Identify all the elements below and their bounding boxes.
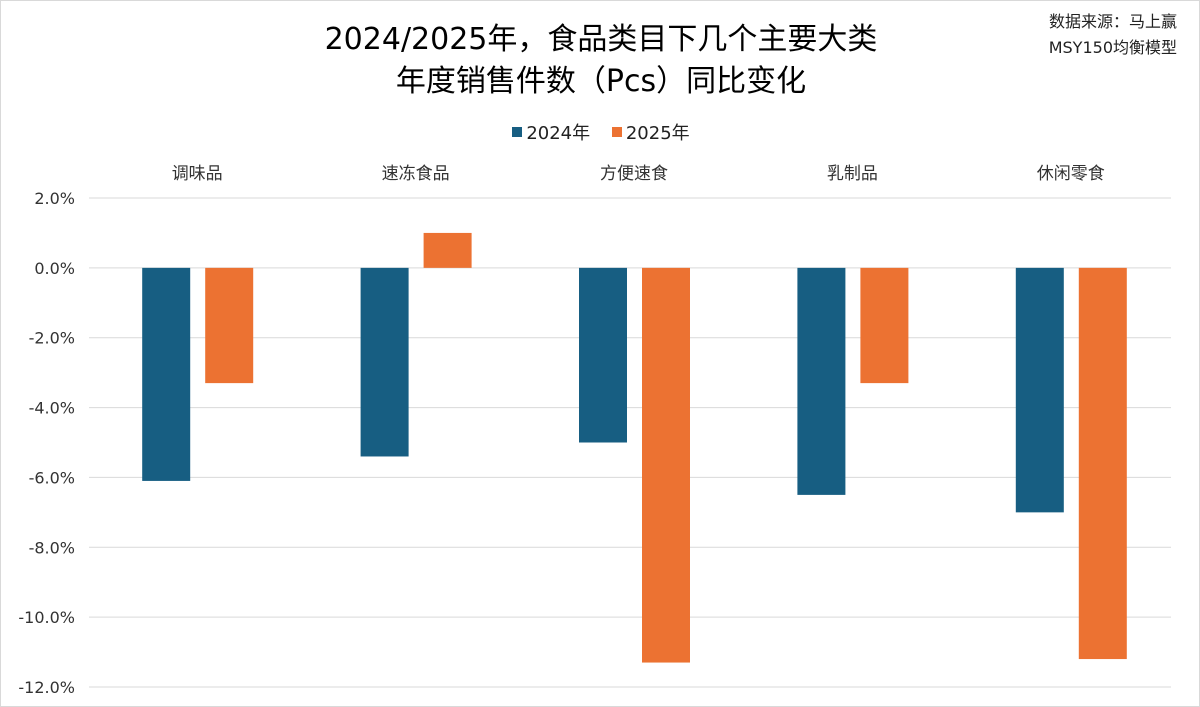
legend-item-2025: 2025年 <box>611 119 690 145</box>
y-tick-label: -8.0% <box>29 538 75 557</box>
category-label: 乳制品 <box>827 164 878 184</box>
y-tick-label: -12.0% <box>18 678 75 697</box>
title-line-2: 年度销售件数（Pcs）同比变化 <box>395 64 807 99</box>
category-label: 速冻食品 <box>382 164 450 184</box>
legend-item-2024: 2024年 <box>512 119 590 145</box>
bar-2025 <box>1078 267 1127 660</box>
y-tick-label: -10.0% <box>18 608 75 627</box>
bar-2024 <box>797 267 846 495</box>
source-note: 数据来源：马上赢 MSY150均衡模型 <box>1049 9 1177 61</box>
y-tick-label: -2.0% <box>29 329 75 348</box>
y-tick-label: -4.0% <box>29 399 75 418</box>
category-label: 休闲零食 <box>1037 164 1105 184</box>
source-line-2: MSY150均衡模型 <box>1048 38 1177 57</box>
legend-swatch-2024 <box>512 127 523 137</box>
bar-2024 <box>142 267 191 481</box>
bar-2025 <box>860 267 909 384</box>
bar-2025 <box>423 232 472 268</box>
bar-2025 <box>642 267 690 663</box>
y-tick-label: 2.0% <box>34 189 75 208</box>
y-tick-label: -6.0% <box>29 468 75 487</box>
bar-2024 <box>1015 267 1064 513</box>
legend-label-2025: 2025年 <box>625 123 690 144</box>
legend-swatch-2025 <box>611 127 622 137</box>
source-line-1: 数据来源：马上赢 <box>1048 12 1177 31</box>
bar-2024 <box>579 267 627 443</box>
bar-2025 <box>205 267 254 384</box>
bar-2024 <box>360 267 409 457</box>
category-label: 调味品 <box>172 164 223 184</box>
title-line-1: 2024/2025年，食品类目下几个主要大类 <box>324 22 878 57</box>
y-tick-label: 0.0% <box>34 259 75 278</box>
category-label: 方便速食 <box>600 164 668 184</box>
legend-label-2024: 2024年 <box>526 123 591 144</box>
chart-title: 2024/2025年，食品类目下几个主要大类 年度销售件数（Pcs）同比变化 <box>1 19 1199 103</box>
legend: 2024年 2025年 <box>1 119 1199 145</box>
